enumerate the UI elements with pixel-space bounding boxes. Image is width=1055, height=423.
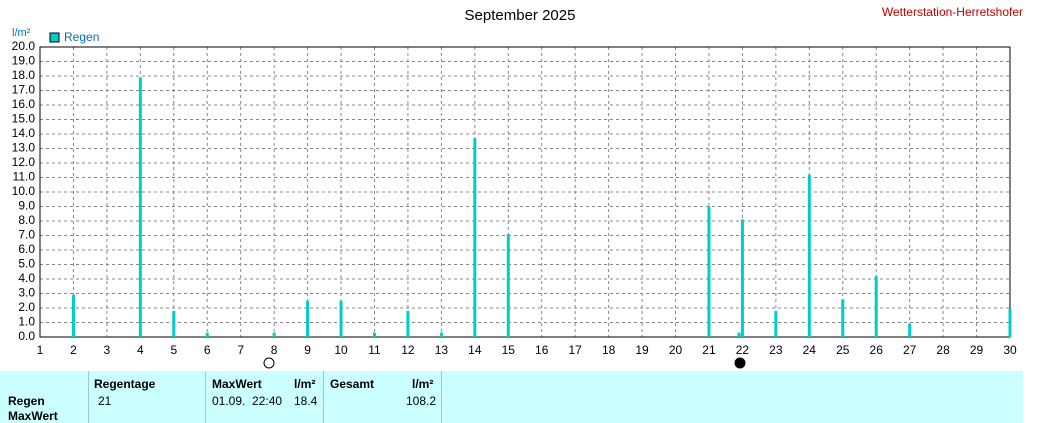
legend-swatch	[49, 32, 60, 43]
row-label: MaxWert	[8, 409, 58, 423]
bar	[272, 332, 276, 337]
y-tick-label: 3.0	[18, 286, 35, 300]
bar	[1008, 309, 1012, 337]
chart: September 2025 Wetterstation-Herretshofe…	[12, 5, 1023, 369]
header: Gesamt	[330, 377, 375, 391]
bar	[737, 332, 741, 337]
cell: 01.09. 22:40	[212, 394, 283, 408]
bar	[306, 300, 310, 337]
source: Wetterstation-Herretshofer	[882, 5, 1023, 19]
x-tick-label: 25	[836, 343, 850, 357]
header: Regentage	[94, 377, 156, 391]
y-tick-label: 13.0	[12, 141, 36, 155]
y-tick-label: 20.0	[12, 39, 36, 53]
bar	[172, 310, 176, 337]
cell: 21	[98, 394, 112, 408]
bar	[874, 276, 878, 337]
bar	[841, 299, 845, 337]
x-tick-label: 7	[237, 343, 244, 357]
y-tick-label: 14.0	[12, 126, 36, 140]
x-tick-label: 24	[803, 343, 817, 357]
stats-table: Regentage MaxWert l/m² Gesamt l/m² Regen…	[0, 371, 1023, 423]
header: l/m²	[412, 377, 434, 391]
x-tick-label: 23	[769, 343, 783, 357]
row-label: Regen	[8, 394, 45, 408]
y-tick-label: 16.0	[12, 97, 36, 111]
y-tick-label: 17.0	[12, 83, 36, 97]
y-tick-label: 9.0	[18, 199, 35, 213]
bar	[138, 77, 142, 337]
divider	[88, 371, 89, 423]
bar	[439, 332, 443, 337]
x-tick-label: 19	[635, 343, 649, 357]
header: l/m²	[294, 377, 316, 391]
x-tick-label: 10	[334, 343, 348, 357]
bar	[473, 138, 477, 337]
x-tick-label: 28	[936, 343, 950, 357]
x-tick-label: 9	[304, 343, 311, 357]
bar	[406, 310, 410, 337]
legend-label: Regen	[64, 30, 99, 44]
x-tick-label: 5	[170, 343, 177, 357]
x-tick-label: 15	[502, 343, 516, 357]
y-tick-label: 6.0	[18, 242, 35, 256]
x-tick-label: 29	[970, 343, 984, 357]
bar	[339, 300, 343, 337]
chart-title: September 2025	[465, 7, 576, 24]
x-tick-label: 16	[535, 343, 549, 357]
y-tick-label: 10.0	[12, 184, 36, 198]
bar	[908, 323, 912, 337]
x-tick-label: 14	[468, 343, 482, 357]
y-tick-label: 2.0	[18, 300, 35, 314]
y-tick-label: 1.0	[18, 315, 35, 329]
x-tick-label: 4	[137, 343, 144, 357]
x-tick-label: 20	[669, 343, 683, 357]
bar	[71, 294, 75, 337]
divider	[441, 371, 442, 423]
x-tick-label: 27	[903, 343, 917, 357]
x-tick-label: 17	[568, 343, 582, 357]
y-tick-label: 4.0	[18, 271, 35, 285]
y-tick-label: 11.0	[13, 170, 36, 184]
x-tick-label: 11	[368, 343, 381, 357]
y-tick-label: 12.0	[12, 155, 36, 169]
x-tick-label: 26	[870, 343, 884, 357]
bar	[372, 332, 376, 337]
bar	[506, 234, 510, 337]
x-tick-label: 12	[401, 343, 415, 357]
x-tick-label: 22	[736, 343, 750, 357]
x-tick-label: 21	[702, 343, 716, 357]
y-tick-label: 0.0	[18, 329, 35, 343]
x-tick-label: 8	[271, 343, 278, 357]
y-tick-label: 7.0	[18, 228, 35, 242]
divider	[205, 371, 206, 423]
plot-frame	[39, 46, 1011, 338]
new-moon-icon	[734, 357, 746, 369]
cell: 18.4	[294, 394, 318, 408]
bar	[740, 219, 744, 337]
y-axis-label: l/m²	[12, 27, 31, 39]
x-tick-label: 18	[602, 343, 616, 357]
x-tick-label: 2	[70, 343, 77, 357]
x-tick-label: 3	[104, 343, 111, 357]
cell: 108.2	[406, 394, 437, 408]
bar	[807, 174, 811, 337]
x-tick-label: 1	[37, 343, 44, 357]
y-tick-label: 5.0	[18, 257, 35, 271]
y-tick-label: 18.0	[12, 68, 36, 82]
full-moon-icon	[263, 357, 275, 369]
bar	[774, 310, 778, 337]
y-tick-label: 19.0	[12, 54, 36, 68]
x-tick-label: 30	[1003, 343, 1017, 357]
header: MaxWert	[212, 377, 262, 391]
x-tick-label: 6	[204, 343, 211, 357]
x-tick-label: 13	[435, 343, 449, 357]
bar	[707, 206, 711, 337]
bar	[205, 332, 209, 337]
y-tick-label: 15.0	[12, 112, 36, 126]
divider	[323, 371, 324, 423]
y-tick-label: 8.0	[18, 213, 35, 227]
